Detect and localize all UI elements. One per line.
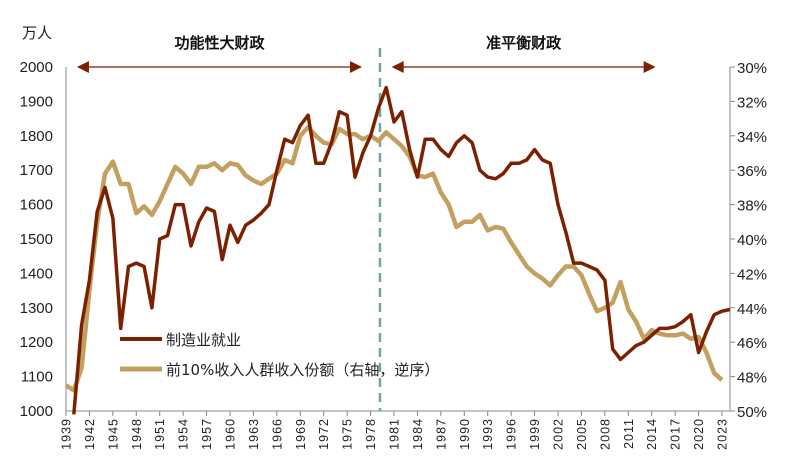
y-left-tick-label: 1600 xyxy=(20,197,53,214)
series-line-top10-share xyxy=(64,124,724,393)
x-tick-label: 2008 xyxy=(598,418,612,450)
x-tick-label: 1960 xyxy=(224,418,238,450)
y-right-tick-label: 46% xyxy=(737,335,767,352)
y-right-tick-label: 44% xyxy=(737,301,767,318)
x-tick-label: 2002 xyxy=(552,418,566,450)
x-tick-label: 1990 xyxy=(458,418,472,450)
x-tick-label: 1987 xyxy=(434,418,448,450)
y-right-tick-label: 40% xyxy=(737,232,767,249)
x-tick-label: 2020 xyxy=(692,418,706,450)
x-tick-label: 1972 xyxy=(317,418,331,450)
x-tick-label: 2014 xyxy=(645,418,659,450)
arrow-left-head-icon xyxy=(391,61,404,73)
x-tick-label: 1957 xyxy=(200,418,214,450)
y-right-tick-label: 36% xyxy=(737,163,767,180)
x-tick-label: 1981 xyxy=(388,418,402,450)
x-tick-label: 1999 xyxy=(528,418,542,450)
x-tick-label: 2005 xyxy=(575,418,589,450)
x-tick-label: 1993 xyxy=(481,418,495,450)
x-tick-label: 1996 xyxy=(505,418,519,450)
y-right-tick-label: 34% xyxy=(737,129,767,146)
period-label: 功能性大财政 xyxy=(174,34,265,52)
y-right-tick-label: 38% xyxy=(737,198,767,215)
y-left-tick-label: 1000 xyxy=(20,403,53,420)
legend-label-top10: 前10%收入人群收入份额（右轴，逆序） xyxy=(166,361,439,379)
y-left-tick-label: 1500 xyxy=(20,231,53,248)
y-right-tick-label: 42% xyxy=(737,266,767,283)
arrow-right-head-icon xyxy=(643,61,656,73)
x-tick-label: 1969 xyxy=(294,418,308,450)
x-tick-label: 1963 xyxy=(247,418,261,450)
y-right-tick-label: 30% xyxy=(737,60,767,77)
x-tick-label: 1948 xyxy=(130,418,144,450)
x-tick-label: 1975 xyxy=(341,418,355,450)
x-tick-label: 2017 xyxy=(669,418,683,450)
y-right-tick-label: 48% xyxy=(737,370,767,387)
left-unit-label: 万人 xyxy=(22,25,52,42)
y-left-tick-label: 1700 xyxy=(20,162,53,179)
x-tick-label: 1939 xyxy=(60,418,74,450)
y-left-tick-label: 1300 xyxy=(20,300,53,317)
x-tick-label: 1951 xyxy=(153,418,167,450)
x-tick-label: 1942 xyxy=(83,418,97,450)
x-tick-label: 2011 xyxy=(622,418,636,449)
legend: 制造业就业 前10%收入人群收入份额（右轴，逆序） xyxy=(120,331,439,379)
arrow-right-head-icon xyxy=(349,61,362,73)
y-right-tick-label: 32% xyxy=(737,94,767,111)
y-right-tick-label: 50% xyxy=(737,404,767,421)
y-left-tick-label: 1100 xyxy=(21,369,53,386)
x-tick-label: 1978 xyxy=(364,418,378,450)
arrow-left-head-icon xyxy=(76,61,89,73)
x-tick-label: 1954 xyxy=(177,418,191,450)
y-left-tick-label: 1800 xyxy=(20,128,53,145)
x-tick-label: 1984 xyxy=(411,418,425,450)
y-left-tick-label: 1400 xyxy=(20,265,53,282)
y-left-tick-label: 2000 xyxy=(20,59,53,76)
legend-label-manufacturing: 制造业就业 xyxy=(166,331,241,349)
x-tick-label: 1945 xyxy=(106,418,120,450)
x-tick-label: 1966 xyxy=(270,418,284,450)
y-left-tick-label: 1900 xyxy=(20,93,53,110)
period-label: 准平衡财政 xyxy=(486,34,562,52)
x-tick-label: 2023 xyxy=(716,418,730,450)
y-left-tick-label: 1200 xyxy=(20,334,53,351)
